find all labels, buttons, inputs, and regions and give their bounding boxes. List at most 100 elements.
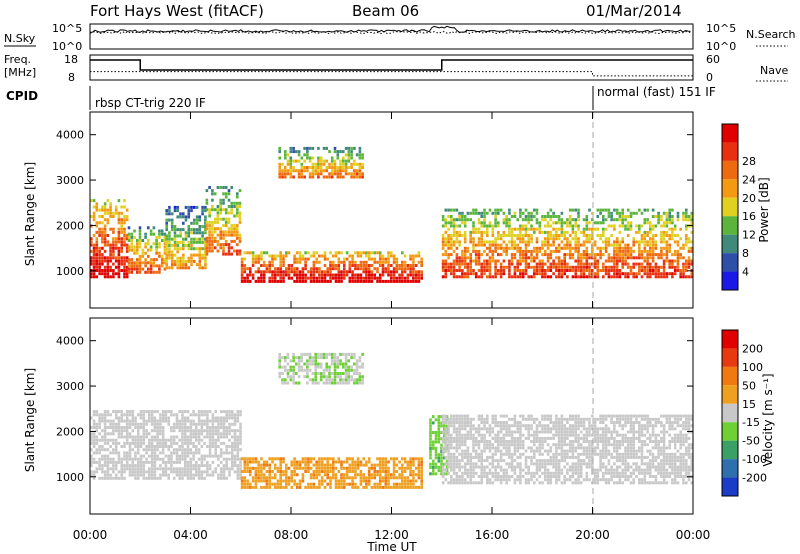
power-cell — [262, 276, 266, 280]
power-cell — [444, 237, 448, 241]
velocity-cell — [513, 414, 517, 418]
power-cell — [238, 189, 242, 193]
velocity-cell — [128, 422, 132, 426]
velocity-cell — [444, 421, 448, 424]
power-cell — [480, 211, 483, 215]
velocity-cell — [120, 460, 123, 464]
power-cell — [607, 265, 611, 269]
velocity-cell — [434, 456, 438, 460]
velocity-cell — [444, 446, 448, 450]
power-cell — [198, 228, 202, 232]
velocity-cell — [208, 464, 212, 468]
power-cell — [117, 265, 121, 269]
velocity-cell — [206, 410, 209, 414]
velocity-cell — [557, 478, 561, 482]
power-cell — [292, 159, 295, 163]
power-cell — [610, 215, 613, 218]
power-cell — [127, 258, 131, 262]
velocity-cell — [228, 422, 231, 426]
power-cell — [477, 211, 481, 215]
velocity-cell — [440, 472, 443, 476]
power-cell — [278, 175, 281, 179]
power-cell — [566, 275, 569, 279]
velocity-cell — [455, 436, 459, 440]
power-cell — [165, 259, 168, 263]
velocity-cell — [148, 413, 151, 417]
power-cell — [312, 273, 316, 277]
power-cell — [295, 150, 298, 154]
velocity-cell — [440, 421, 443, 425]
power-cell — [533, 249, 536, 253]
power-cell — [690, 211, 694, 215]
power-cell — [441, 240, 445, 244]
velocity-cell — [499, 478, 503, 482]
power-cell — [660, 246, 663, 250]
velocity-cell — [320, 479, 324, 483]
velocity-cell — [148, 410, 151, 414]
velocity-cell — [549, 471, 553, 475]
velocity-cell — [571, 414, 575, 418]
velocity-cell — [239, 457, 242, 461]
velocity-cell — [257, 463, 260, 467]
power-cell — [657, 272, 660, 276]
velocity-cell — [403, 476, 407, 480]
power-cell — [211, 208, 214, 212]
velocity-cell — [568, 417, 572, 421]
velocity-cell — [472, 436, 475, 440]
velocity-cell — [555, 424, 558, 428]
velocity-cell — [192, 464, 195, 468]
velocity-cell — [497, 462, 500, 466]
power-cell — [333, 159, 337, 163]
power-cell — [610, 269, 613, 272]
velocity-cell — [574, 481, 577, 485]
power-cell — [282, 254, 285, 258]
velocity-cell — [381, 460, 385, 464]
velocity-cell — [387, 476, 390, 480]
velocity-cell — [184, 448, 187, 452]
velocity-cell — [434, 418, 438, 422]
power-cell — [574, 249, 577, 253]
velocity-cell — [354, 470, 357, 473]
power-cell — [486, 240, 489, 244]
power-cell — [337, 276, 341, 280]
velocity-cell — [134, 416, 137, 420]
power-cell — [557, 259, 561, 263]
velocity-cell — [225, 467, 228, 471]
velocity-cell — [494, 449, 497, 453]
velocity-cell — [441, 421, 445, 424]
velocity-cell — [189, 460, 193, 464]
velocity-cell — [276, 466, 280, 470]
power-cell — [544, 272, 547, 276]
power-cell — [624, 275, 627, 279]
velocity-cell — [447, 440, 450, 443]
velocity-cell — [563, 475, 566, 478]
velocity-cell — [593, 481, 597, 485]
power-cell — [480, 221, 483, 225]
power-cell — [101, 259, 104, 263]
velocity-cell — [463, 421, 467, 424]
power-cell — [358, 175, 362, 179]
velocity-cell — [128, 441, 132, 445]
power-cell — [687, 237, 691, 241]
velocity-cell — [510, 468, 514, 472]
power-cell — [477, 218, 481, 222]
velocity-cell — [243, 460, 247, 464]
velocity-cell — [114, 445, 118, 448]
velocity-cell — [505, 475, 508, 478]
velocity-cell — [447, 443, 450, 447]
power-cell — [469, 265, 472, 269]
power-cell — [204, 228, 207, 232]
velocity-cell — [432, 446, 435, 450]
velocity-cell — [90, 441, 93, 445]
power-cell — [289, 150, 293, 154]
power-cell — [278, 166, 281, 169]
velocity-cell — [527, 471, 530, 475]
power-cell — [98, 262, 101, 266]
velocity-cell — [494, 459, 497, 463]
power-cell — [365, 276, 368, 280]
power-cell — [298, 254, 302, 258]
power-cell — [240, 273, 244, 277]
power-cell — [582, 253, 586, 257]
power-cell — [557, 275, 561, 279]
power-cell — [95, 243, 99, 247]
